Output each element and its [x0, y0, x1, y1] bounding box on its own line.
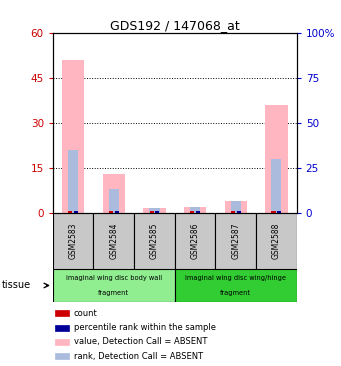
Bar	[155, 211, 159, 213]
Bar	[190, 211, 194, 213]
Bar	[74, 211, 78, 213]
Bar	[149, 208, 160, 213]
Bar	[175, 269, 297, 302]
Bar	[231, 201, 241, 213]
Bar	[55, 353, 69, 359]
Bar	[53, 213, 93, 269]
Bar	[224, 201, 247, 213]
Bar	[190, 207, 200, 213]
Bar	[265, 105, 287, 213]
Text: GSM2585: GSM2585	[150, 222, 159, 259]
Bar	[62, 60, 84, 213]
Bar	[109, 211, 113, 213]
Text: count: count	[74, 309, 97, 318]
Bar	[93, 213, 134, 269]
Bar	[237, 211, 241, 213]
Bar	[68, 211, 72, 213]
Text: fragment: fragment	[220, 290, 251, 296]
Bar	[231, 211, 235, 213]
Bar	[55, 310, 69, 316]
Bar	[175, 213, 216, 269]
Bar	[134, 213, 175, 269]
Bar	[53, 269, 175, 302]
Text: percentile rank within the sample: percentile rank within the sample	[74, 323, 216, 332]
Text: GSM2586: GSM2586	[191, 222, 199, 259]
Text: rank, Detection Call = ABSENT: rank, Detection Call = ABSENT	[74, 352, 203, 361]
Bar	[143, 208, 166, 213]
Bar	[103, 174, 125, 213]
Bar	[109, 188, 119, 213]
Bar	[196, 211, 200, 213]
Bar	[216, 213, 256, 269]
Bar	[256, 213, 297, 269]
Text: GSM2587: GSM2587	[231, 222, 240, 259]
Bar	[68, 150, 78, 213]
Text: value, Detection Call = ABSENT: value, Detection Call = ABSENT	[74, 337, 207, 347]
Bar	[150, 211, 154, 213]
Text: tissue: tissue	[2, 280, 31, 291]
Bar	[115, 211, 119, 213]
Bar	[271, 211, 276, 213]
Text: fragment: fragment	[98, 290, 129, 296]
Text: GSM2584: GSM2584	[109, 222, 118, 259]
Title: GDS192 / 147068_at: GDS192 / 147068_at	[110, 19, 240, 32]
Text: imaginal wing disc body wall: imaginal wing disc body wall	[66, 275, 162, 281]
Bar	[55, 325, 69, 330]
Text: GSM2583: GSM2583	[69, 222, 78, 259]
Text: GSM2588: GSM2588	[272, 223, 281, 259]
Bar	[184, 207, 206, 213]
Bar	[271, 159, 281, 213]
Text: imaginal wing disc wing/hinge: imaginal wing disc wing/hinge	[185, 275, 286, 281]
Bar	[277, 211, 281, 213]
Bar	[55, 339, 69, 345]
